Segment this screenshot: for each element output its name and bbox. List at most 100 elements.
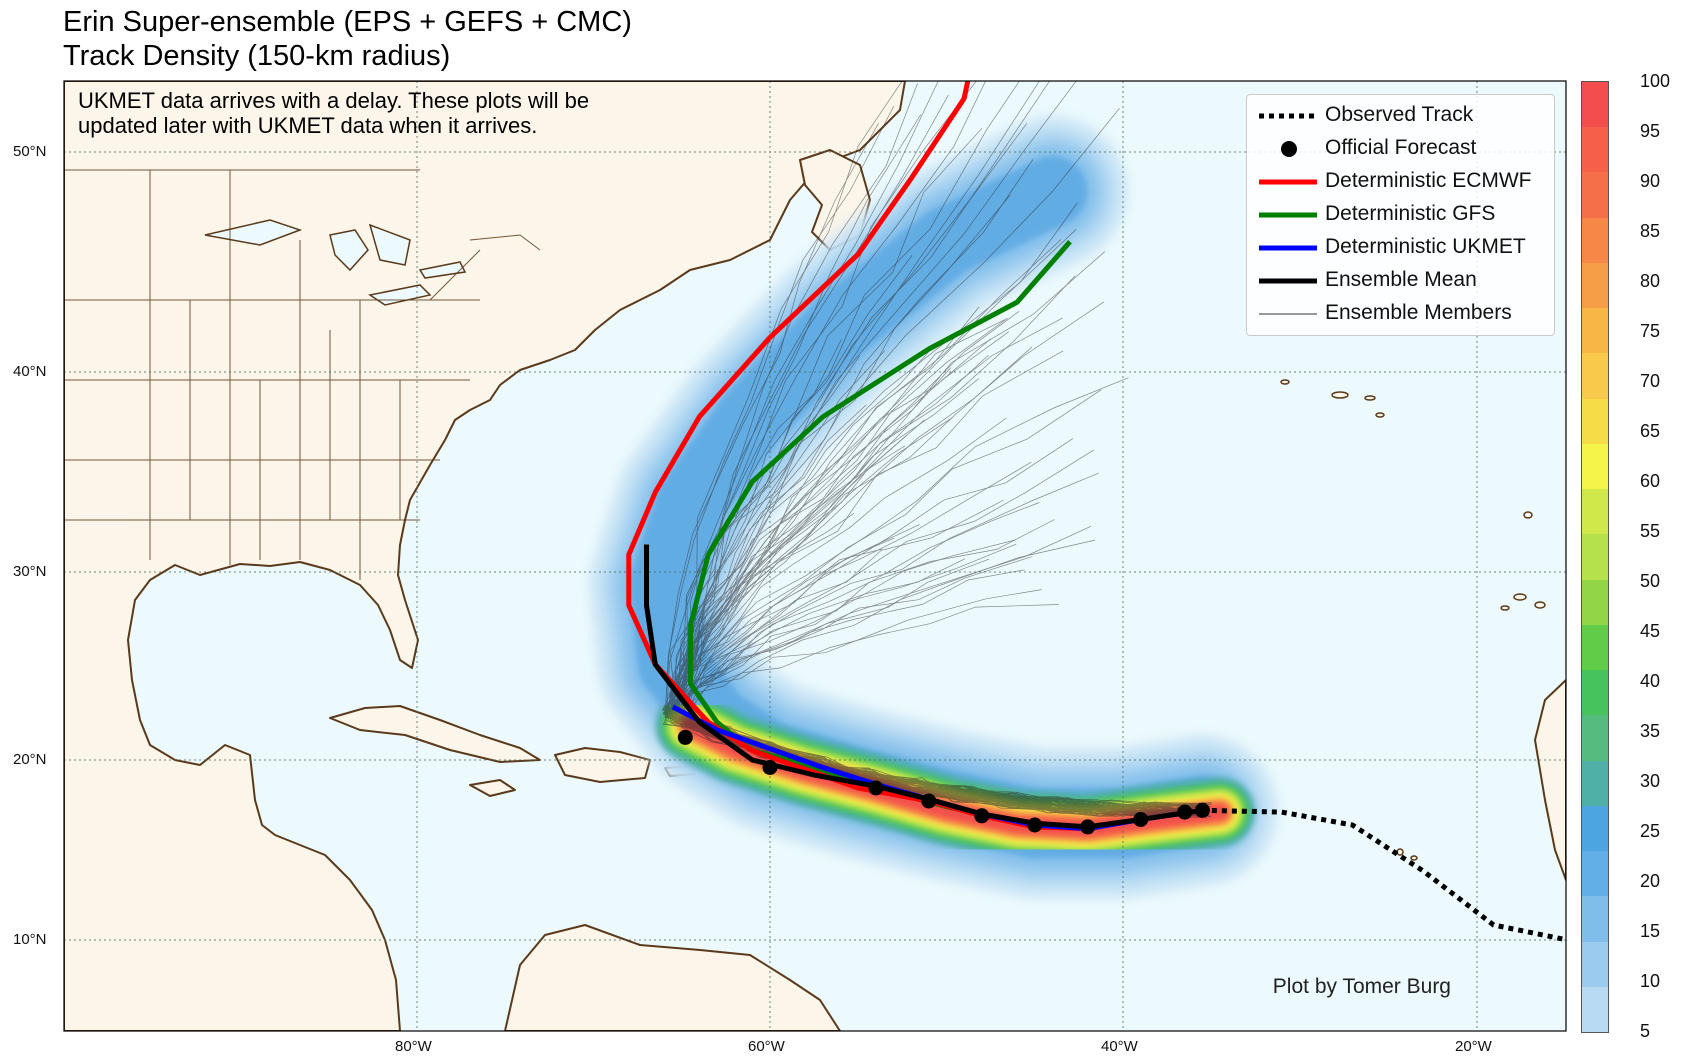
colorbar-label: 60 — [1640, 471, 1661, 491]
official-forecast-point — [921, 793, 937, 809]
colorbar-label: 30 — [1640, 771, 1661, 791]
lon-label-60w: 60°W — [748, 1038, 785, 1055]
colorbar-segment — [1582, 217, 1608, 264]
official-forecast-point — [974, 808, 990, 824]
colorbar-segment — [1582, 262, 1608, 309]
observed-track — [1202, 807, 1566, 943]
legend-label: Deterministic GFS — [1325, 202, 1496, 225]
colorbar-label: 55 — [1640, 521, 1661, 541]
colorbar-segment — [1582, 715, 1608, 762]
north-america-land — [64, 81, 906, 1031]
legend-item-deterministic-ukmet: Deterministic UKMET — [1247, 232, 1554, 262]
colorbar-label: 5 — [1640, 1021, 1651, 1041]
colorbar-label: 20 — [1640, 871, 1661, 891]
colorbar-segment — [1582, 127, 1608, 173]
lon-label-40w: 40°W — [1101, 1038, 1138, 1055]
colorbar-segment — [1582, 353, 1608, 400]
black-line-icon — [1259, 278, 1317, 284]
colorbar-segment — [1582, 941, 1608, 988]
jamaica — [469, 779, 516, 797]
colorbar-segment — [1582, 805, 1608, 852]
legend-label: Deterministic UKMET — [1325, 235, 1526, 258]
red-line-icon — [1259, 179, 1317, 185]
colorbar-segment — [1582, 896, 1608, 943]
official-forecast-point — [1133, 812, 1149, 827]
state-borders — [64, 169, 541, 580]
hispaniola — [554, 747, 651, 783]
ensemble-member-track — [672, 81, 1203, 818]
legend-label: Ensemble Mean — [1325, 268, 1477, 291]
colorbar-label: 65 — [1640, 421, 1661, 441]
ensemble-member-track — [665, 519, 1208, 819]
lat-label-20n: 20°N — [13, 751, 47, 768]
official-forecast-point — [868, 780, 884, 796]
legend-item-ensemble-members: Ensemble Members — [1247, 298, 1554, 328]
title-line-1: Erin Super-ensemble (EPS + GEFS + CMC) — [63, 6, 632, 38]
colorbar-label: 100 — [1640, 71, 1671, 91]
legend-label: Observed Track — [1325, 103, 1474, 126]
africa-land — [1534, 679, 1566, 881]
lon-label-20w: 20°W — [1455, 1038, 1492, 1055]
ukmet-note-line-1: UKMET data arrives with a delay. These p… — [78, 88, 590, 113]
colorbar-label: 45 — [1640, 621, 1661, 641]
ukmet-note: UKMET data arrives with a delay. These p… — [78, 88, 589, 138]
colorbar-label: 40 — [1640, 671, 1661, 691]
colorbar-label: 10 — [1640, 971, 1661, 991]
colorbar-label: 80 — [1640, 271, 1661, 291]
official-forecast-point — [1194, 802, 1210, 818]
colorbar — [1581, 81, 1609, 1033]
colorbar-segment — [1582, 82, 1608, 128]
legend-label: Official Forecast — [1325, 136, 1477, 159]
colorbar-segment — [1582, 398, 1608, 445]
colorbar-segment — [1582, 443, 1608, 490]
colorbar-label: 70 — [1640, 371, 1661, 391]
south-america-land — [504, 924, 841, 1031]
colorbar-segment — [1582, 579, 1608, 626]
colorbar-label: 25 — [1640, 821, 1661, 841]
official-forecast-point — [677, 729, 693, 745]
legend-item-deterministic-ecmwf: Deterministic ECMWF — [1247, 166, 1554, 196]
colorbar-label: 15 — [1640, 921, 1661, 941]
legend: Observed Track Official Forecast Determi… — [1246, 94, 1555, 336]
plot-credit: Plot by Tomer Burg — [1272, 975, 1451, 998]
thin-line-icon — [1259, 313, 1317, 315]
lon-label-80w: 80°W — [395, 1038, 432, 1055]
colorbar-label: 95 — [1640, 121, 1661, 141]
green-line-icon — [1259, 212, 1317, 218]
title-line-2: Track Density (150-km radius) — [63, 40, 451, 72]
ensemble-member-track — [663, 311, 1200, 812]
ukmet-note-line-2: updated later with UKMET data when it ar… — [78, 113, 538, 138]
dot-marker-icon — [1281, 141, 1297, 157]
blue-line-icon — [1259, 245, 1317, 251]
lat-label-30n: 30°N — [13, 563, 47, 580]
official-forecast-point — [1080, 819, 1096, 835]
legend-item-official-forecast: Official Forecast — [1247, 133, 1554, 163]
colorbar-segment — [1582, 489, 1608, 535]
colorbar-segment — [1582, 670, 1608, 716]
lat-label-50n: 50°N — [13, 143, 47, 160]
legend-item-observed-track: Observed Track — [1247, 100, 1554, 130]
official-forecast-point — [1177, 804, 1193, 820]
colorbar-segment — [1582, 172, 1608, 219]
colorbar-segment — [1582, 308, 1608, 354]
colorbar-label: 75 — [1640, 321, 1661, 341]
colorbar-segment — [1582, 624, 1608, 671]
atlantic-islands — [1280, 379, 1546, 861]
colorbar-segment — [1582, 760, 1608, 807]
lat-label-10n: 10°N — [13, 931, 47, 948]
official-forecast-point — [762, 760, 778, 775]
colorbar-segment — [1582, 851, 1608, 897]
legend-item-ensemble-mean: Ensemble Mean — [1247, 265, 1554, 295]
legend-label: Deterministic ECMWF — [1325, 169, 1532, 192]
dotted-line-icon — [1259, 113, 1317, 119]
colorbar-segment — [1582, 986, 1608, 1033]
lat-label-40n: 40°N — [13, 363, 47, 380]
colorbar-label: 85 — [1640, 221, 1661, 241]
colorbar-label: 35 — [1640, 721, 1661, 741]
cuba — [329, 705, 541, 763]
legend-item-deterministic-gfs: Deterministic GFS — [1247, 199, 1554, 229]
legend-label: Ensemble Members — [1325, 301, 1512, 324]
track-lines — [626, 81, 1566, 943]
colorbar-label: 90 — [1640, 171, 1661, 191]
official-forecast-point — [1027, 817, 1043, 833]
